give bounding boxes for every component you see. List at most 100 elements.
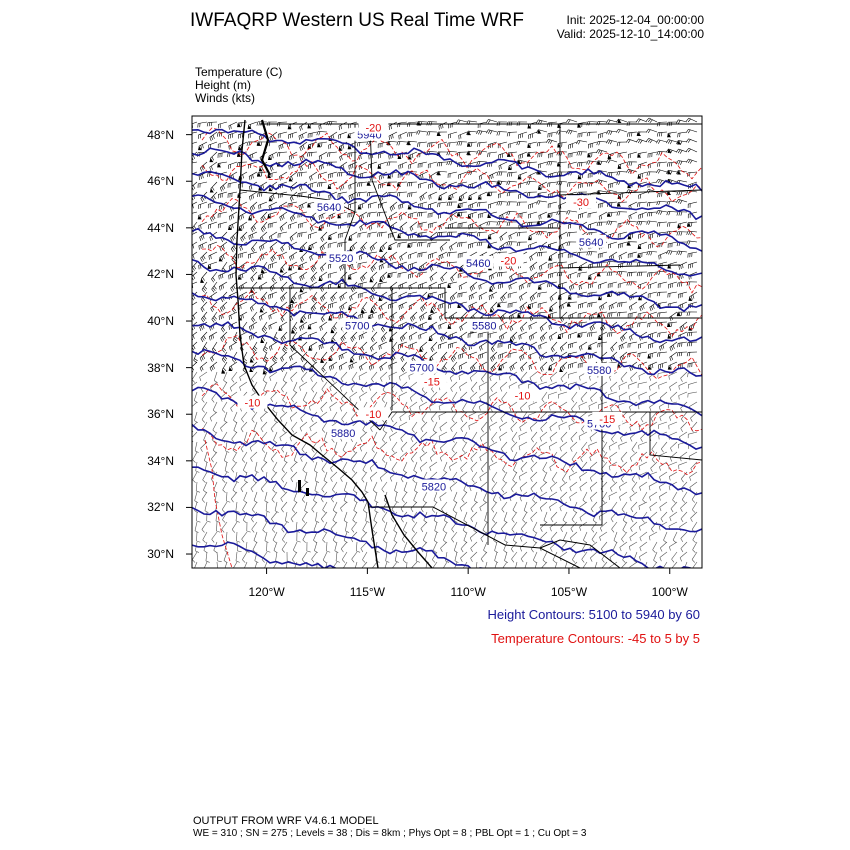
wind-barb xyxy=(247,121,258,129)
wind-barb xyxy=(646,128,658,134)
wind-barb xyxy=(547,201,558,209)
wind-barb xyxy=(317,181,328,187)
wind-barb xyxy=(368,201,378,209)
field-height: Height (m) xyxy=(195,78,252,92)
wind-barb xyxy=(428,181,438,189)
wind-barb xyxy=(547,131,558,138)
wind-barb xyxy=(407,151,418,160)
wind-barb xyxy=(218,121,228,129)
wind-barb xyxy=(567,151,578,158)
wind-barb xyxy=(676,191,688,196)
wind-barb xyxy=(598,131,608,139)
wind-barb xyxy=(527,161,538,167)
wind-barb xyxy=(256,171,268,177)
wind-barb xyxy=(377,141,388,149)
wind-barb xyxy=(327,181,338,190)
wind-barb xyxy=(458,131,468,140)
wind-barb xyxy=(496,180,508,186)
wind-barb xyxy=(646,117,658,123)
wind-barb xyxy=(536,200,548,205)
wind-barb xyxy=(496,201,508,206)
wind-barb xyxy=(577,131,588,138)
height-contour-label: 5460 xyxy=(466,258,490,270)
wind-barb xyxy=(628,151,638,159)
wind-barb xyxy=(209,131,218,142)
wind-barb xyxy=(197,211,208,220)
wind-barb xyxy=(577,161,588,167)
wind-barb xyxy=(616,141,628,147)
wind-barb xyxy=(488,201,498,209)
wind-barb xyxy=(637,151,648,158)
wind-barb xyxy=(576,140,588,145)
wind-barb xyxy=(228,161,238,169)
wind-barb xyxy=(626,138,638,144)
wind-barb xyxy=(297,171,308,177)
wind-barb xyxy=(646,201,658,207)
wind-barb xyxy=(227,191,238,198)
wind-barb xyxy=(192,211,198,214)
wind-barb xyxy=(256,141,268,146)
wind-barb xyxy=(666,200,678,206)
wind-barb xyxy=(209,161,218,172)
wind-barb xyxy=(299,161,308,172)
wind-barb xyxy=(596,160,608,166)
wind-barb xyxy=(457,201,468,209)
wind-barb xyxy=(686,158,698,164)
wind-barb xyxy=(606,158,618,164)
wind-barb xyxy=(227,181,238,188)
wind-barb xyxy=(506,210,518,216)
wind-barb xyxy=(507,171,518,177)
wind-barb xyxy=(667,161,678,167)
wind-barb xyxy=(356,191,368,197)
wind-barb xyxy=(477,191,488,200)
wind-barb xyxy=(407,131,418,137)
wind-barb xyxy=(637,201,648,207)
wind-barb xyxy=(528,131,538,140)
wind-barb xyxy=(366,181,378,186)
wind-barb xyxy=(398,131,408,140)
wind-barb xyxy=(536,141,548,147)
wind-barb xyxy=(318,151,328,161)
model-config: WE = 310 ; SN = 275 ; Levels = 38 ; Dis … xyxy=(193,828,587,839)
wind-barb xyxy=(666,169,678,175)
wind-barb xyxy=(398,161,408,170)
wind-barb xyxy=(298,131,308,140)
field-winds: Winds (kts) xyxy=(195,91,255,105)
wind-barb xyxy=(388,131,398,140)
wind-barb xyxy=(356,141,368,147)
wind-barb xyxy=(547,181,558,188)
height-contour-label: 5700 xyxy=(410,363,434,375)
wind-barb xyxy=(277,131,288,139)
wind-barb xyxy=(228,211,238,221)
lon-label: 120°W xyxy=(248,585,285,599)
wind-barb xyxy=(418,181,428,189)
wind-barb xyxy=(427,161,438,169)
temperature-contour-label: -10 xyxy=(245,398,261,410)
lon-label: 105°W xyxy=(550,585,588,599)
wind-barb xyxy=(218,191,228,199)
wind-barb xyxy=(496,171,508,176)
wind-barb xyxy=(656,169,668,174)
wind-barb xyxy=(476,150,488,156)
lat-label: 36°N xyxy=(147,407,174,422)
wind-barb xyxy=(298,201,308,210)
wind-barb xyxy=(638,191,648,200)
wind-barb xyxy=(576,151,588,156)
wind-barb xyxy=(528,201,538,210)
wind-barb xyxy=(506,191,518,197)
wind-barb xyxy=(199,161,208,172)
wind-barb xyxy=(348,161,358,170)
wind-barb xyxy=(428,201,438,209)
island xyxy=(306,488,309,496)
wind-barb xyxy=(586,121,598,126)
wind-barb xyxy=(398,211,408,221)
wind-barb xyxy=(447,191,458,200)
lon-label: 100°W xyxy=(651,585,688,599)
wind-barb xyxy=(317,141,328,148)
wind-barb xyxy=(608,181,618,189)
wind-barb xyxy=(436,161,448,167)
map-title: IWFAQRP Western US Real Time WRF xyxy=(190,10,524,31)
wind-barb xyxy=(526,191,538,197)
wind-barb xyxy=(467,191,478,201)
wind-barb xyxy=(476,130,488,135)
